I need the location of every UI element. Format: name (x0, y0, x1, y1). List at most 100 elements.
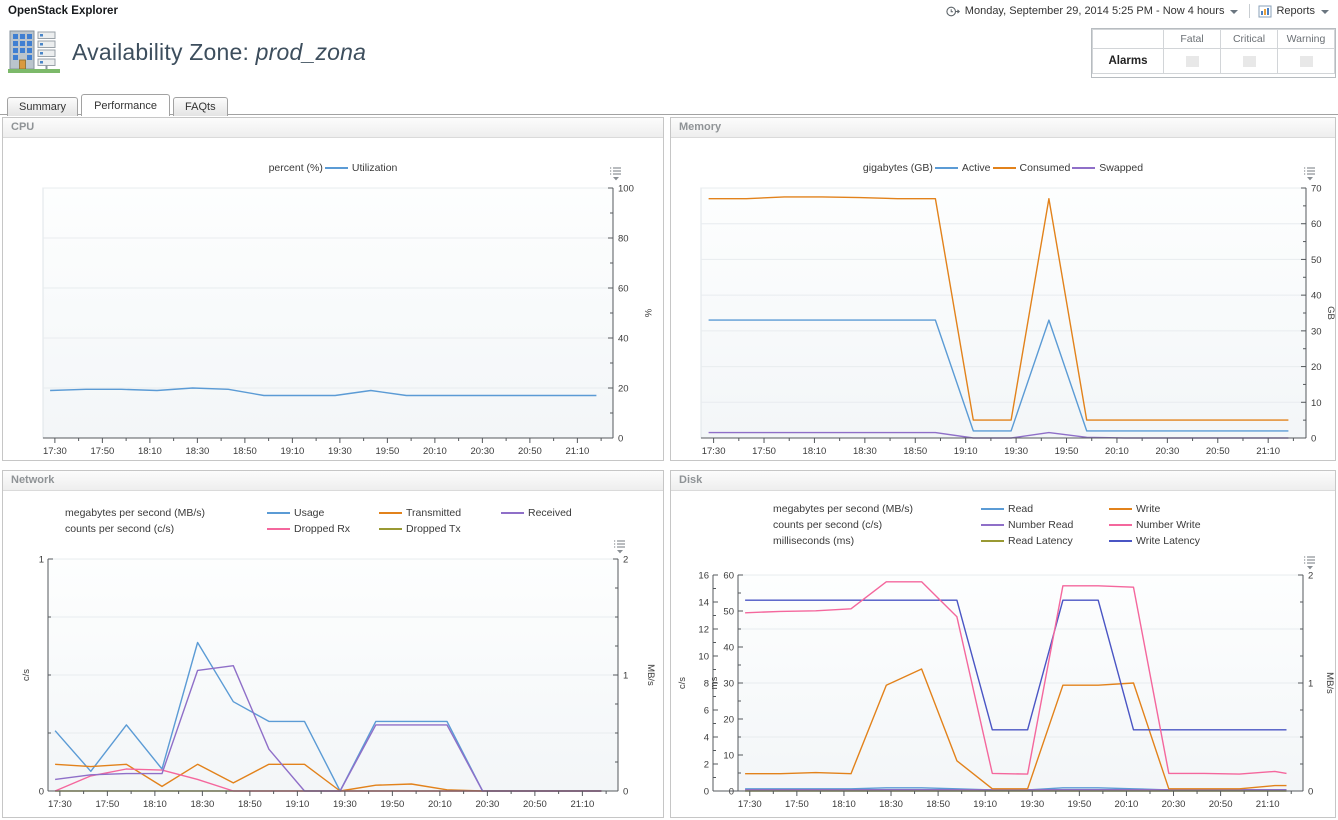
svg-text:20:30: 20:30 (1162, 799, 1186, 810)
clock-arrow-icon (946, 5, 961, 18)
panel-network-header: Network (3, 471, 663, 491)
panel-title: Disk (679, 474, 703, 486)
svg-text:18:10: 18:10 (143, 799, 167, 810)
svg-text:17:30: 17:30 (48, 799, 72, 810)
legend-unit-label: megabytes per second (MB/s) (65, 507, 206, 519)
tab-summary[interactable]: Summary (7, 97, 79, 116)
legend-line-sample (1072, 167, 1096, 169)
legend-item: Utilization (324, 162, 397, 174)
svg-text:20:10: 20:10 (423, 446, 447, 457)
svg-text:10: 10 (723, 751, 734, 762)
svg-text:100: 100 (618, 184, 634, 195)
svg-text:14: 14 (698, 598, 709, 609)
availability-zone-building-icon (8, 28, 60, 76)
svg-text:30: 30 (1311, 326, 1322, 337)
alarm-count-box (1185, 55, 1199, 67)
svg-text:0: 0 (704, 787, 709, 798)
svg-text:18:10: 18:10 (832, 799, 856, 810)
svg-text:20: 20 (723, 715, 734, 726)
svg-text:19:10: 19:10 (285, 799, 309, 810)
legend-item: Active (934, 162, 991, 174)
alarm-count-box (1299, 55, 1313, 67)
content-top-border (0, 114, 1338, 115)
svg-text:0: 0 (1311, 434, 1316, 445)
svg-text:18:50: 18:50 (233, 446, 257, 457)
alarms-col-warning: Warning (1277, 29, 1335, 49)
legend-item: Number Read (981, 519, 1107, 531)
time-range-caret-icon[interactable] (1230, 10, 1239, 14)
svg-text:50: 50 (723, 607, 734, 618)
svg-text:17:30: 17:30 (738, 799, 762, 810)
chart-plot: 0246810121416c/s0102030405060ms012MB/s17… (677, 571, 1335, 811)
tab-faqts[interactable]: FAQts (173, 97, 228, 116)
legend-unit-label: milliseconds (ms) (773, 535, 855, 547)
legend-line-sample (1109, 524, 1132, 526)
svg-text:0: 0 (623, 787, 628, 798)
svg-text:19:30: 19:30 (333, 799, 357, 810)
svg-text:c/s: c/s (677, 677, 688, 689)
tab-bar: Summary Performance FAQts (7, 94, 231, 116)
svg-text:18:30: 18:30 (190, 799, 214, 810)
alarms-critical-cell[interactable] (1220, 48, 1278, 74)
reports-caret-icon[interactable] (1321, 10, 1329, 14)
svg-text:20:50: 20:50 (1206, 446, 1230, 457)
alarm-count-box (1242, 55, 1256, 67)
panel-title: CPU (11, 121, 35, 133)
svg-text:17:50: 17:50 (785, 799, 809, 810)
svg-text:0: 0 (1308, 787, 1313, 798)
legend-line-sample (1109, 540, 1132, 542)
svg-text:2: 2 (1308, 571, 1313, 582)
alarms-table: Fatal Critical Warning Alarms (1091, 28, 1336, 78)
disk-chart: megabytes per second (MB/s) Read Write coun… (671, 491, 1335, 817)
svg-text:21:10: 21:10 (1256, 446, 1280, 457)
svg-text:19:30: 19:30 (1020, 799, 1044, 810)
panel-network: Network megabytes per second (MB/s) Usage… (2, 470, 664, 818)
legend-line-sample (379, 528, 402, 530)
legend-item: Write (1109, 503, 1233, 515)
reports-icon (1258, 5, 1272, 18)
panel-cpu: CPU percent (%) Utilization 0 20 40 60 80 100% 1… (2, 117, 664, 461)
svg-text:20: 20 (1311, 362, 1322, 373)
svg-text:30: 30 (723, 679, 734, 690)
legend-item: Transmitted (379, 507, 499, 519)
reports-button[interactable]: Reports (1276, 5, 1315, 17)
svg-text:0: 0 (39, 787, 44, 798)
svg-text:2: 2 (704, 760, 709, 771)
svg-text:60: 60 (1311, 219, 1322, 230)
legend-line-sample (379, 512, 402, 514)
svg-text:18:50: 18:50 (903, 446, 927, 457)
legend-line-sample (981, 524, 1004, 526)
panel-disk-header: Disk (671, 471, 1335, 491)
alarms-fatal-cell[interactable] (1163, 48, 1221, 74)
alarms-corner-cell (1092, 29, 1164, 49)
alarms-header-row: Fatal Critical Warning (1092, 29, 1335, 49)
app-title: OpenStack Explorer (8, 5, 118, 17)
legend-line-sample (267, 528, 290, 530)
tab-performance[interactable]: Performance (81, 94, 171, 116)
svg-text:17:30: 17:30 (702, 446, 726, 457)
panel-memory: Memory gigabytes (GB) Active Consumed Swapp… (670, 117, 1336, 461)
legend-unit-label: counts per second (c/s) (773, 519, 883, 531)
svg-text:18:50: 18:50 (926, 799, 950, 810)
svg-text:20:50: 20:50 (1209, 799, 1233, 810)
time-range-text[interactable]: Monday, September 29, 2014 5:25 PM - Now… (964, 5, 1225, 17)
legend-unit-label: megabytes per second (MB/s) (773, 503, 914, 515)
svg-text:18:30: 18:30 (853, 446, 877, 457)
panel-title: Network (11, 474, 55, 486)
svg-text:19:10: 19:10 (280, 446, 304, 457)
svg-text:20:30: 20:30 (1155, 446, 1179, 457)
svg-text:17:50: 17:50 (95, 799, 119, 810)
svg-text:21:10: 21:10 (570, 799, 594, 810)
svg-text:17:50: 17:50 (752, 446, 776, 457)
legend-item: Usage (267, 507, 377, 519)
cpu-chart: percent (%) Utilization 0 20 40 60 80 100% 17:30… (3, 138, 663, 460)
svg-text:MB/s: MB/s (645, 664, 656, 686)
alarms-warning-cell[interactable] (1277, 48, 1335, 74)
svg-text:6: 6 (704, 706, 709, 717)
svg-text:17:50: 17:50 (90, 446, 114, 457)
legend-line-sample (1109, 508, 1132, 510)
svg-text:19:10: 19:10 (973, 799, 997, 810)
legend-line-sample (267, 512, 290, 514)
svg-text:19:50: 19:50 (375, 446, 399, 457)
svg-text:GB: GB (1325, 306, 1335, 320)
